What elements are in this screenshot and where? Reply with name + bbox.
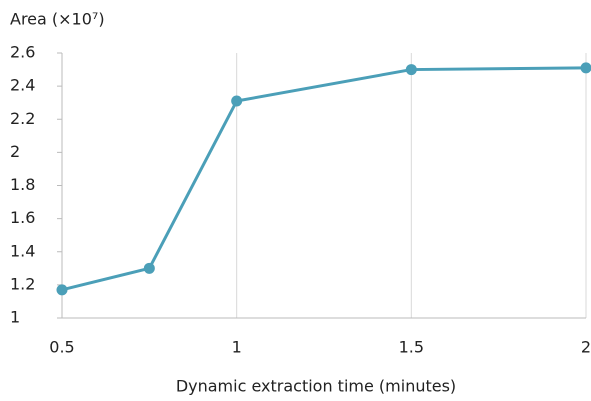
x-tick-label: 1.5	[399, 338, 424, 357]
y-tick-label: 2.6	[10, 43, 35, 62]
point	[405, 64, 417, 76]
point	[143, 262, 155, 274]
y-tick-label: 2.4	[10, 76, 35, 95]
y-tick-label: 1	[10, 308, 20, 327]
point	[56, 284, 68, 296]
x-tick-label: 0.5	[49, 338, 74, 357]
y-tick-label: 1.4	[10, 241, 35, 260]
y-tick-label: 2	[10, 142, 20, 161]
chart-title: Area (×10⁷)	[10, 10, 105, 29]
y-tick-label: 1.8	[10, 175, 35, 194]
y-tick-label: 1.6	[10, 208, 35, 227]
y-tick-label: 1.2	[10, 274, 35, 293]
point	[231, 95, 243, 107]
x-tick-label: 1	[232, 338, 242, 357]
line	[61, 66, 587, 292]
point	[580, 62, 591, 74]
y-tick-label: 2.2	[10, 109, 35, 128]
x-tick-label: 2	[581, 338, 591, 357]
x-axis-label: Dynamic extraction time (minutes)	[176, 377, 456, 396]
